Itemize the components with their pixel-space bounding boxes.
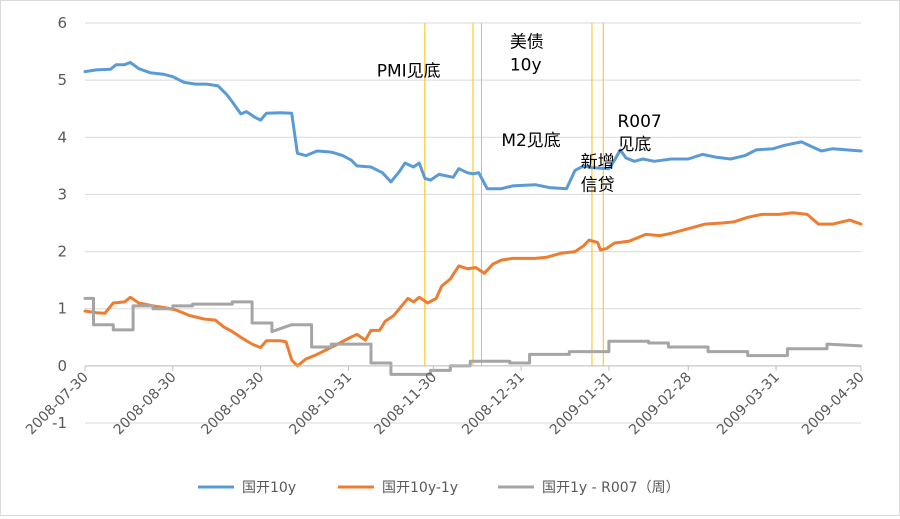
y-tick-label: -1 (52, 414, 67, 432)
y-tick-label: 5 (57, 71, 67, 89)
annotation-label: M2见底 (501, 131, 560, 151)
series-line-3 (83, 296, 863, 376)
annotation-label: 新增信贷 (581, 153, 615, 196)
annotation-line: R007 (617, 112, 661, 132)
annotation-line: PMI见底 (377, 62, 441, 82)
y-tick-label: 6 (57, 14, 67, 32)
annotation-line: 10y (510, 56, 542, 76)
x-tick-label: 2008-11-30 (371, 369, 440, 438)
x-tick-label: 2009-03-31 (714, 369, 783, 438)
y-tick-label: 3 (57, 185, 67, 203)
y-tick-label: 4 (57, 128, 67, 146)
y-tick-label: 2 (57, 243, 67, 261)
x-tick-label: 2009-01-31 (547, 369, 616, 438)
annotation-label: R007 见底 (617, 112, 661, 155)
x-axis: 2008-07-30 2008-08-30 2008-09-30 2008-10-31… (23, 365, 868, 438)
x-tick-label: 2008-09-30 (199, 369, 268, 438)
annotation-line: 信贷 (581, 176, 615, 196)
x-tick-label: 2008-10-31 (286, 369, 355, 438)
y-axis-tick-labels: -1 0 1 2 3 4 5 6 (52, 14, 67, 432)
x-tick-label: 2008-12-31 (459, 369, 528, 438)
annotation-line: M2见底 (501, 131, 560, 151)
x-tick-label: 2009-04-30 (799, 369, 868, 438)
y-tick-label: 0 (57, 357, 67, 375)
event-lines (424, 23, 604, 366)
legend-label: 国开10y (242, 480, 296, 496)
annotation-line: 新增 (581, 153, 615, 173)
annotation-label: 美债 10y (510, 33, 544, 76)
legend: 国开10y 国开10y-1y 国开1y - R007（周） (198, 480, 680, 496)
annotation-label: PMI见底 (377, 62, 441, 82)
legend-label: 国开1y - R007（周） (542, 480, 680, 496)
y-tick-label: 1 (57, 300, 67, 318)
annotation-line: 美债 (510, 33, 544, 53)
x-tick-label: 2009-02-28 (626, 369, 695, 438)
annotation-line: 见底 (617, 135, 651, 155)
data-series (83, 60, 863, 376)
legend-label: 国开10y-1y (382, 480, 458, 496)
series-line-2 (83, 211, 863, 368)
series-line-1 (83, 60, 863, 191)
x-tick-label: 2008-08-30 (111, 369, 180, 438)
